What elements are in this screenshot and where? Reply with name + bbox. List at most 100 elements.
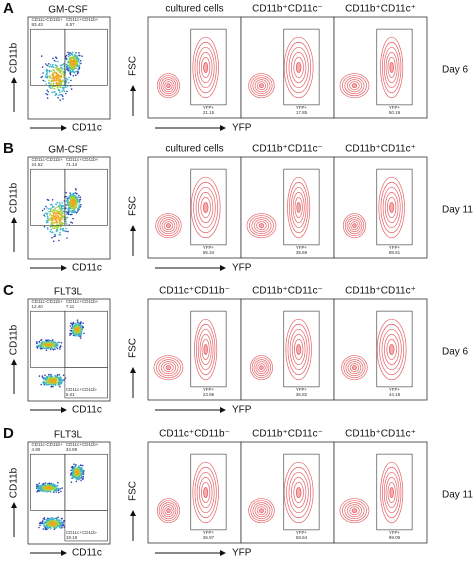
event-dot (55, 217, 57, 220)
event-dot (45, 488, 47, 490)
event-dot (47, 199, 50, 201)
event-dot (38, 344, 41, 347)
event-dot (59, 211, 62, 213)
event-dot (49, 214, 51, 216)
event-dot (61, 94, 63, 96)
event-dot (69, 213, 72, 216)
yfp-gate-value: 44.18 (389, 392, 401, 397)
event-dot (43, 225, 46, 228)
event-dot (48, 76, 51, 79)
event-dot (58, 206, 61, 209)
event-dot (53, 213, 55, 216)
gate (64, 168, 108, 226)
dot-plot-frame (27, 298, 111, 402)
contour (384, 191, 399, 223)
event-dot (56, 86, 59, 88)
event-dot (75, 480, 78, 483)
gate-value: 19.18 (66, 535, 78, 540)
event-dot (52, 57, 54, 60)
yfp-gate-value: 21.15 (203, 110, 215, 115)
event-dot (72, 194, 75, 197)
contour (296, 202, 301, 213)
event-dot (63, 230, 66, 232)
contour (194, 318, 218, 381)
yfp-gate (376, 453, 413, 531)
event-dot (72, 325, 74, 327)
event-dot (70, 88, 73, 90)
event-dot (79, 321, 82, 324)
contour (160, 502, 177, 520)
event-dot (66, 59, 68, 61)
event-dot (51, 524, 53, 526)
contour (246, 213, 277, 239)
event-dot (58, 239, 60, 242)
event-dot (72, 55, 75, 57)
contour (287, 176, 311, 239)
population-title: CD11b⁺CD11c⁻ (252, 429, 323, 440)
event-dot (41, 75, 44, 78)
event-dot (74, 464, 77, 466)
panel-letter: A (3, 0, 14, 17)
event-dot (55, 213, 57, 215)
event-dot (55, 214, 57, 217)
event-dot (43, 489, 46, 492)
event-dot (71, 327, 74, 329)
contour (165, 365, 172, 371)
event-dot (81, 475, 83, 477)
contour (344, 215, 365, 237)
event-dot (74, 476, 77, 479)
event-dot (50, 65, 53, 68)
contour (192, 36, 219, 99)
event-dot (73, 325, 76, 327)
event-dot (61, 487, 63, 489)
event-dot (50, 83, 52, 85)
event-dot (70, 469, 72, 471)
event-dot (74, 468, 77, 471)
yfp-label: YFP (232, 405, 252, 416)
contour (289, 328, 308, 371)
event-dot (74, 206, 76, 209)
event-dot (59, 225, 61, 228)
event-dot (45, 205, 47, 208)
event-dot (55, 60, 57, 63)
event-dot (66, 90, 68, 93)
event-dot (78, 62, 81, 64)
contour (342, 213, 366, 239)
contour (295, 487, 302, 498)
contour (196, 46, 215, 89)
event-dot (76, 327, 79, 329)
event-dot (69, 52, 71, 54)
event-dot (80, 331, 83, 334)
event-dot (75, 70, 78, 73)
contour (352, 223, 357, 229)
event-dot (78, 472, 81, 475)
y-axis-label: CD11b (9, 467, 20, 498)
contour (198, 191, 214, 223)
contour (195, 186, 216, 229)
event-dot (36, 485, 38, 488)
contour (345, 359, 364, 377)
contour (258, 223, 265, 229)
event-dot (46, 485, 49, 487)
event-dot (65, 92, 67, 95)
event-dot (77, 60, 80, 62)
event-dot (73, 463, 75, 465)
yfp-gate (190, 28, 227, 106)
event-dot (63, 90, 66, 93)
event-dot (72, 217, 74, 220)
contour (159, 217, 178, 235)
event-dot (44, 76, 47, 78)
event-dot (61, 228, 64, 230)
event-dot (52, 63, 54, 66)
event-dot (40, 76, 42, 79)
event-dot (47, 375, 50, 377)
contour (248, 73, 275, 99)
event-dot (71, 474, 73, 477)
event-dot (72, 321, 75, 324)
event-dot (46, 93, 49, 96)
event-dot (59, 227, 62, 229)
event-dot (69, 334, 71, 336)
contour (198, 476, 213, 508)
event-dot (58, 377, 60, 380)
